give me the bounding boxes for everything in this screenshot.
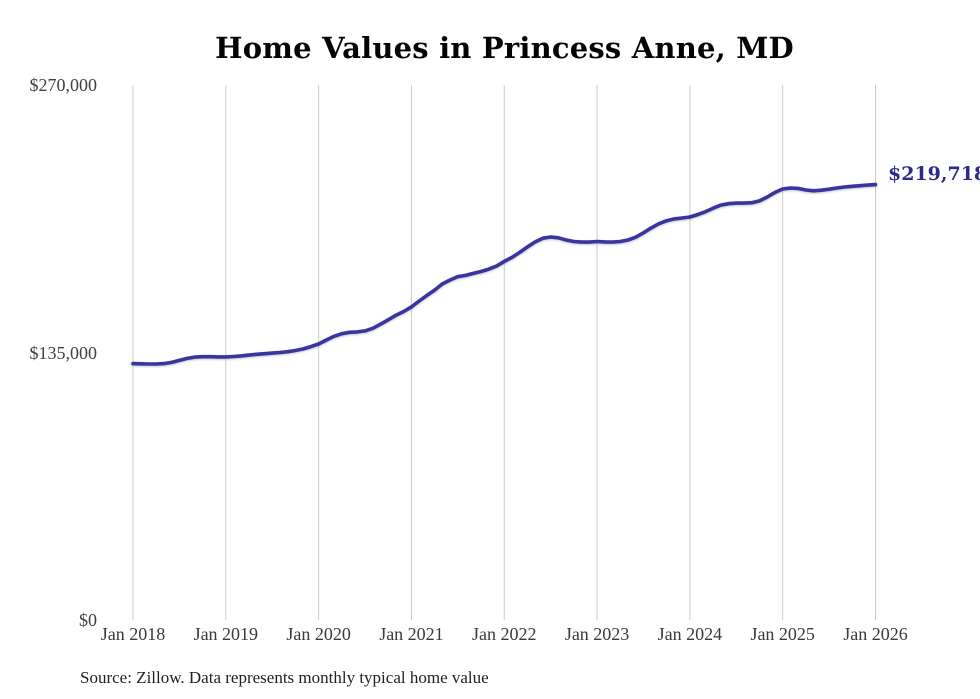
home-value-line xyxy=(131,182,878,366)
y-tick-label: $270,000 xyxy=(29,75,98,95)
x-tick-label: Jan 2023 xyxy=(564,624,630,644)
x-tick-label: Jan 2019 xyxy=(193,624,259,644)
x-tick-label: Jan 2024 xyxy=(657,624,723,644)
y-tick-label: $135,000 xyxy=(29,342,98,363)
x-tick-label: Jan 2026 xyxy=(843,624,908,644)
x-tick-label: Jan 2018 xyxy=(100,624,166,644)
x-tick-label: Jan 2020 xyxy=(286,624,351,644)
x-tick-label: Jan 2022 xyxy=(472,624,537,644)
x-tick-label: Jan 2021 xyxy=(379,624,444,644)
gridlines xyxy=(132,85,876,620)
x-tick-label: Jan 2025 xyxy=(750,624,815,644)
y-tick-label: $0 xyxy=(79,610,97,630)
latest-value-label: $219,718 xyxy=(888,163,980,185)
chart-title: Home Values in Princess Anne, MD xyxy=(215,31,794,65)
source-note: Source: Zillow. Data represents monthly … xyxy=(80,668,489,687)
